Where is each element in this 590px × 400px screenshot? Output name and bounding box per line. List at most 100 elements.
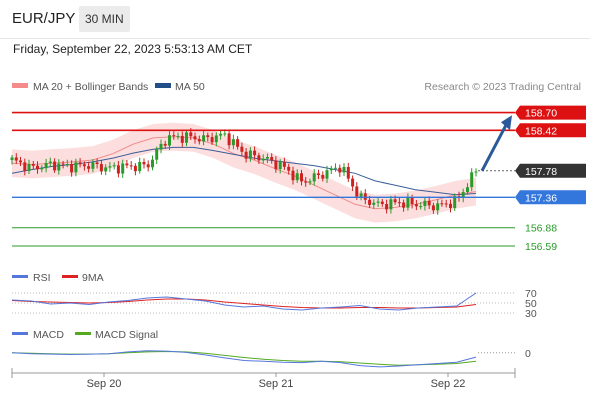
candle-body xyxy=(295,173,299,181)
macd-legend-swatch xyxy=(12,332,28,335)
candle-body xyxy=(44,163,48,169)
candle-body xyxy=(48,161,52,163)
candle-body xyxy=(265,157,269,159)
candle-body xyxy=(359,193,363,197)
candle-body xyxy=(261,158,265,161)
candle-body xyxy=(278,162,282,170)
candle-body xyxy=(185,132,188,143)
candle-body xyxy=(466,187,469,192)
candle-body xyxy=(121,163,125,174)
macd-signal-line xyxy=(11,350,477,366)
rsi-legend-label: RSI xyxy=(33,272,51,284)
candle-body xyxy=(423,200,427,206)
candle-body xyxy=(91,162,95,169)
candle-body xyxy=(431,205,435,211)
candle-body xyxy=(57,163,61,171)
candle-body xyxy=(474,171,478,173)
bb-legend-swatch xyxy=(12,83,28,88)
candle-body xyxy=(129,165,133,167)
x-axis: Sep 20 Sep 21 Sep 22 xyxy=(11,368,516,390)
candle-body xyxy=(244,151,248,159)
candle-body xyxy=(419,206,423,208)
macd-signal-legend-swatch xyxy=(75,332,91,335)
candle-body xyxy=(312,173,316,182)
target-level-label: 156.59 xyxy=(525,241,557,253)
chart-header: EUR/JPY 30 MIN xyxy=(0,0,590,39)
candle-body xyxy=(61,163,65,165)
candle-body xyxy=(223,133,227,135)
candle-body xyxy=(325,170,329,179)
candle-body xyxy=(397,202,401,204)
candle-body xyxy=(436,203,440,211)
candle-body xyxy=(380,201,384,204)
support-level-tag xyxy=(515,190,586,205)
ma50-legend-swatch xyxy=(155,83,171,88)
ma50-legend-label: MA 50 xyxy=(175,81,205,93)
timeframe-button[interactable]: 30 MIN xyxy=(79,6,130,32)
candle-body xyxy=(308,181,312,183)
candle-body xyxy=(355,186,359,197)
candle-body xyxy=(197,139,201,142)
candle-body xyxy=(287,166,291,171)
candle-body xyxy=(146,164,150,168)
candle-body xyxy=(248,150,252,159)
candle-body xyxy=(300,173,303,182)
candle-body xyxy=(172,135,176,137)
candle-body xyxy=(402,202,406,208)
candle-body xyxy=(31,164,35,166)
candle-body xyxy=(440,203,444,205)
candle-body xyxy=(168,135,171,146)
candle-body xyxy=(329,168,333,171)
candle-body xyxy=(406,197,410,208)
candle-body xyxy=(133,165,137,172)
macd-line xyxy=(11,350,477,368)
candle-body xyxy=(10,157,14,160)
candle-body xyxy=(65,164,69,165)
candle-body xyxy=(368,199,372,205)
rsi-tick-label: 30 xyxy=(525,308,537,320)
resistance-level-label: 158.42 xyxy=(525,125,557,137)
timestamp: Friday, September 22, 2023 5:53:13 AM CE… xyxy=(13,42,253,56)
candle-body xyxy=(14,157,18,161)
x-tick-label: Sep 21 xyxy=(259,378,294,390)
candle-body xyxy=(206,135,210,138)
candle-body xyxy=(410,197,414,204)
support-level-label: 157.36 xyxy=(525,192,557,204)
candle-body xyxy=(176,135,180,137)
candle-body xyxy=(70,164,74,173)
candle-body xyxy=(470,172,474,188)
candle-body xyxy=(444,203,448,205)
target-level-label: 156.88 xyxy=(525,223,557,235)
rsi-tick-label: 50 xyxy=(525,298,537,310)
candle-body xyxy=(236,139,240,147)
candle-body xyxy=(112,165,116,167)
candle-body xyxy=(19,160,22,163)
candle-body xyxy=(317,173,320,175)
symbol-title: EUR/JPY xyxy=(12,10,76,27)
candle-body xyxy=(116,165,120,174)
candle-body xyxy=(82,164,86,167)
x-tick-label: Sep 20 xyxy=(87,378,122,390)
candle-body xyxy=(291,170,295,181)
candle-body xyxy=(414,204,418,207)
candle-body xyxy=(74,162,78,173)
candle-body xyxy=(363,193,367,200)
bb-legend-label: MA 20 + Bollinger Bands xyxy=(33,81,148,93)
price-panel: 158.70 158.42 157.78 157.36 156.88 156.59 xyxy=(10,105,586,253)
ma20-line xyxy=(11,136,477,210)
candle-body xyxy=(274,160,278,170)
resistance-level-tag xyxy=(515,123,586,138)
candle-body xyxy=(104,167,108,172)
candle-body xyxy=(151,159,154,168)
candle-body xyxy=(342,167,346,173)
candle-body xyxy=(389,199,393,210)
rsi-line xyxy=(11,292,477,311)
macd-panel: MACD MACD Signal 0 xyxy=(11,329,531,368)
current-price-tag xyxy=(515,163,586,178)
rsi-legend-swatch xyxy=(12,275,28,278)
candle-body xyxy=(227,133,231,146)
forecast-arrow xyxy=(480,122,509,172)
rsi-ma-legend-swatch xyxy=(62,275,78,278)
